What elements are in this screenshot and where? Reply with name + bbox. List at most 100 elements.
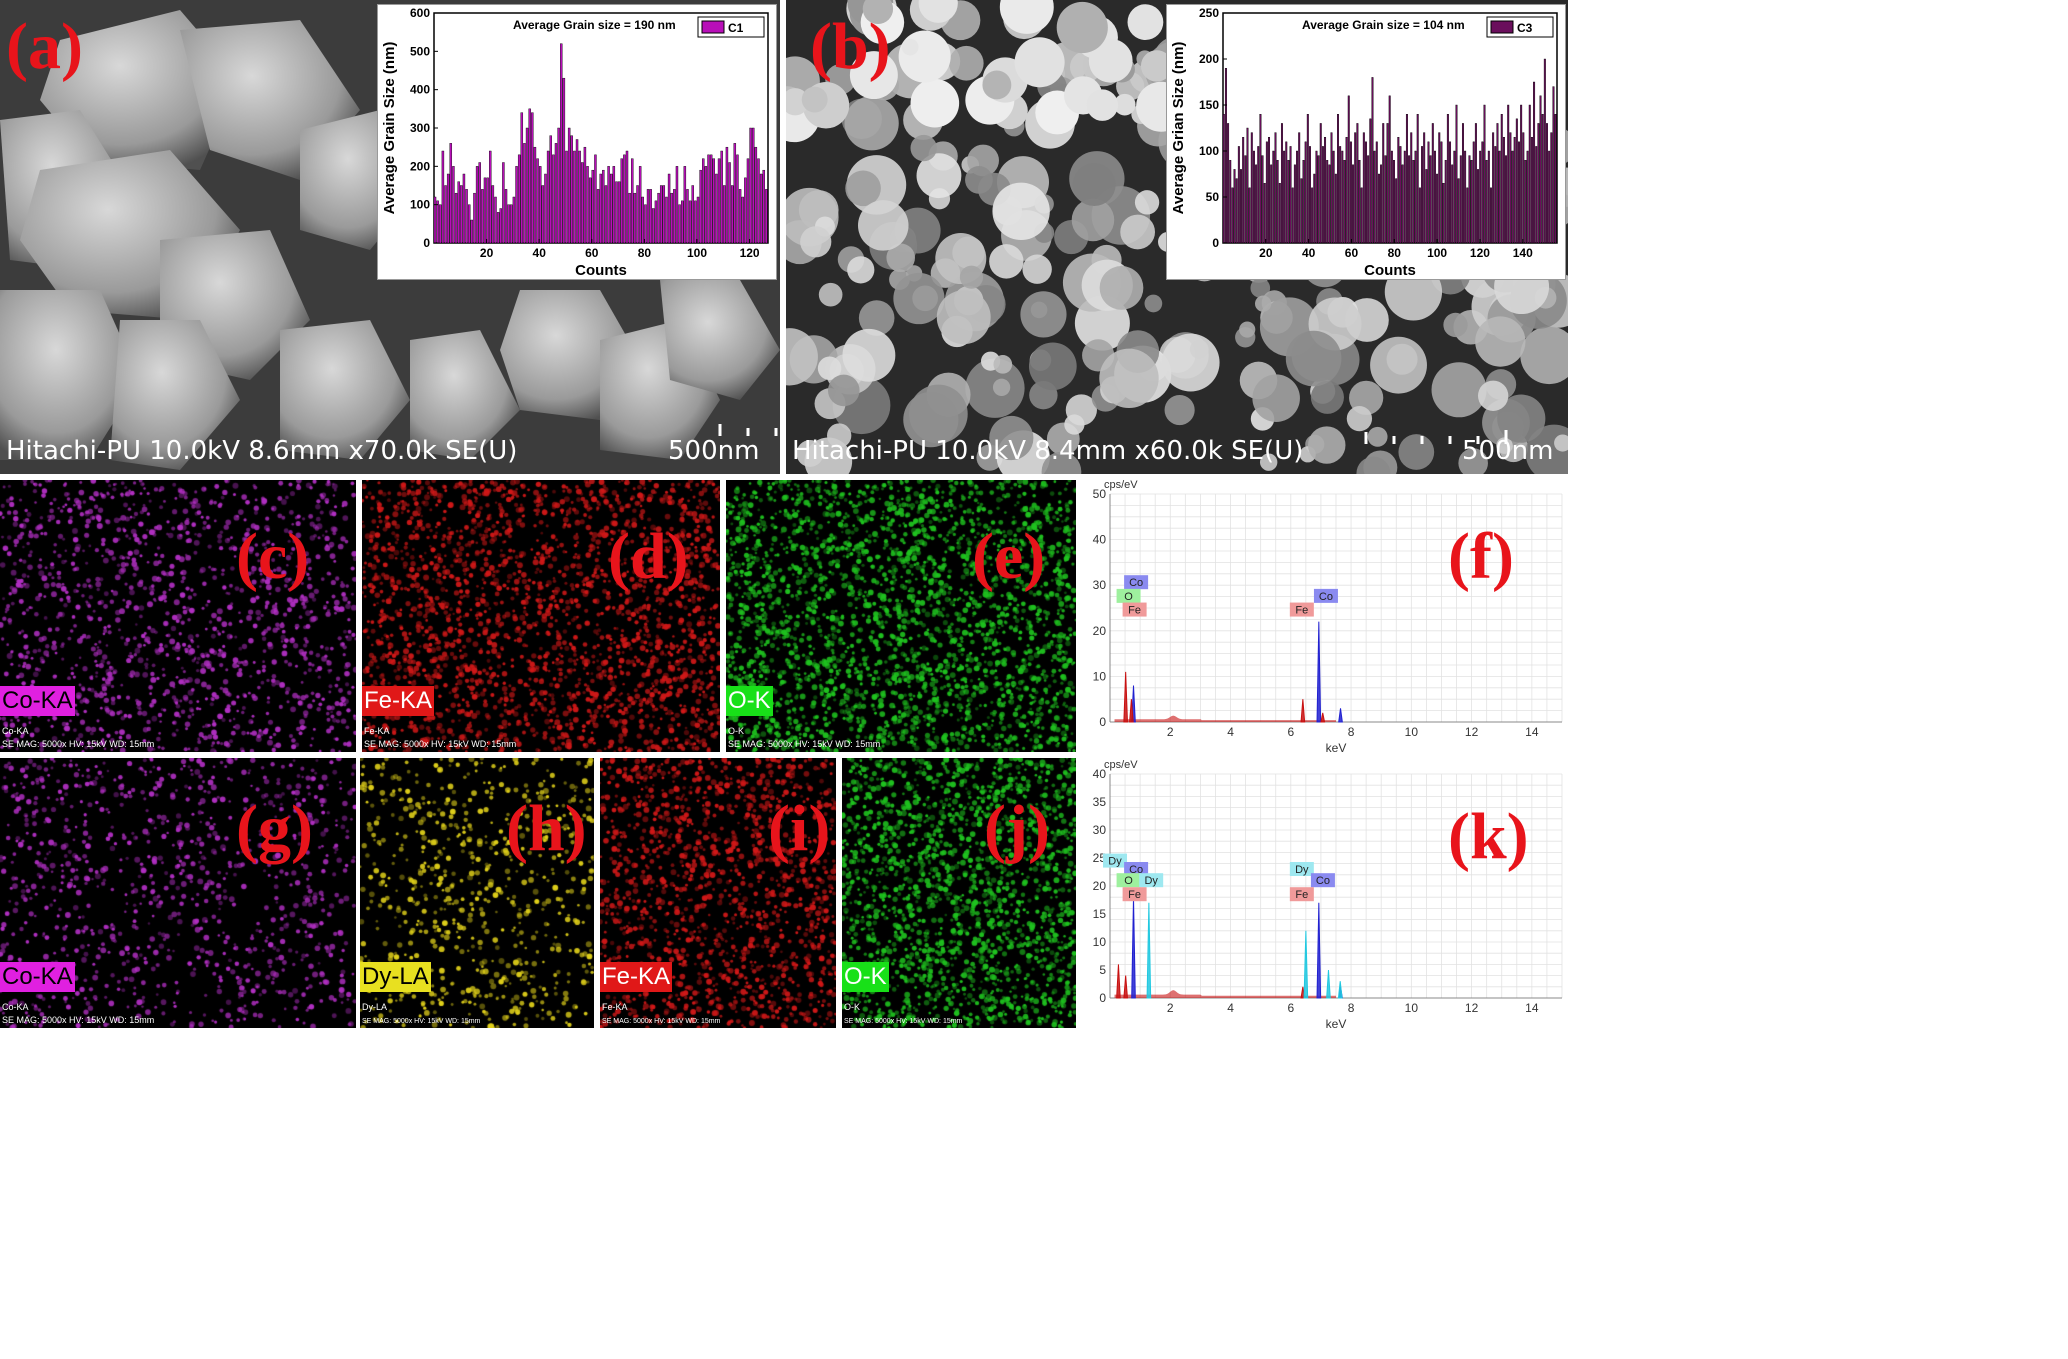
data-bar (754, 146, 758, 244)
data-bar (1291, 187, 1294, 244)
peak-label-box (1124, 575, 1149, 590)
grain-size-chart-b-svg: 0 50 100 150 200 250 20 40 60 80 100 120 140 Counts Av… (1170, 6, 1558, 279)
data-bar (1373, 150, 1376, 244)
data-bar (1461, 123, 1464, 244)
peak-label: O (1124, 591, 1133, 603)
data-bar (1352, 164, 1355, 244)
data-bar (631, 158, 634, 244)
data-bar (1386, 123, 1389, 244)
y-tick-label: 500 (410, 44, 430, 58)
data-bar (517, 154, 521, 244)
element-subtag-g: Co-KA (2, 1002, 29, 1012)
peak-label: Fe (1128, 605, 1141, 617)
data-bar (565, 150, 568, 244)
x-tick-label: 120 (1470, 246, 1490, 260)
data-bar (1252, 150, 1255, 244)
grain-particle (1113, 93, 1136, 116)
grain-particle (1346, 405, 1373, 432)
y-tick-label: 20 (1093, 879, 1107, 893)
data-bar (602, 169, 605, 244)
x-tick-label: 60 (1345, 246, 1359, 260)
data-bar (1257, 146, 1260, 244)
data-bar (1455, 104, 1458, 244)
peak-label: Fe (1295, 889, 1308, 901)
data-bar (610, 173, 613, 244)
y-tick-label: 10 (1093, 669, 1107, 683)
data-bar (644, 204, 647, 244)
data-bar (1371, 77, 1374, 244)
data-bar (441, 150, 445, 244)
element-tag-i: Fe-KA (600, 962, 673, 992)
data-bar (462, 173, 466, 244)
map-footer-h: SE MAG: 5000x HV: 15kV WD: 15mm (362, 1018, 481, 1025)
y-tick-label: 50 (1206, 190, 1220, 204)
data-bar (641, 196, 644, 244)
sem-scale-label-b: 500nm (1462, 436, 1554, 466)
data-bar (1541, 113, 1544, 244)
data-bar (1477, 169, 1480, 244)
grain-particle (1161, 333, 1220, 392)
x-tick-label: 14 (1525, 725, 1539, 739)
data-bar (1487, 150, 1490, 244)
background-continuum (1114, 715, 1336, 722)
x-axis-label: keV (1326, 1017, 1347, 1031)
data-bar (581, 162, 584, 244)
spectrum-peak (1316, 902, 1322, 999)
x-tick-label: 6 (1287, 725, 1294, 739)
data-bar (752, 127, 755, 244)
data-bar (1224, 68, 1227, 244)
data-bar (496, 212, 500, 244)
data-bar (557, 127, 560, 244)
map-footer-i: SE MAG: 5000x HV: 15kV WD: 15mm (602, 1018, 721, 1025)
x-tick-label: 2 (1167, 1001, 1174, 1015)
data-bar (659, 185, 663, 244)
grain-particle (1134, 190, 1160, 215)
panel-label-f: (f) (1448, 520, 1514, 593)
data-bar (1537, 123, 1540, 244)
scale-ticks-a (718, 424, 778, 436)
data-bar (681, 200, 684, 244)
peak-label-box (1289, 887, 1314, 902)
data-bar (452, 166, 455, 244)
data-bar (636, 185, 639, 244)
grain-particle (1475, 316, 1526, 367)
spectrum-peak (1146, 902, 1152, 999)
grain-particle (1071, 198, 1115, 242)
data-bar (683, 166, 687, 244)
data-bar (1427, 141, 1430, 244)
data-bar (1397, 136, 1400, 244)
grain-particle (1164, 394, 1195, 426)
chart-title: Average Grain size = 104 nm (1302, 18, 1465, 32)
map-footer-c: SE MAG: 5000x HV: 15kV WD: 15mm (2, 739, 155, 749)
data-bar (1296, 150, 1299, 244)
data-bar (491, 185, 495, 244)
data-bar (620, 158, 623, 244)
data-bar (1298, 132, 1301, 244)
data-bar (696, 196, 700, 244)
data-bar (1518, 141, 1520, 244)
y-axis-label: cps/eV (1104, 759, 1138, 771)
data-bar (625, 150, 629, 244)
data-bar (707, 154, 710, 244)
peak-label-box (1122, 602, 1147, 617)
data-bar (1524, 159, 1527, 244)
peak-label: Dy (1144, 875, 1158, 887)
x-tick-label: 20 (1259, 246, 1273, 260)
grain-particle (801, 86, 828, 113)
eds-spectrum-f-svg: 0 10 20 30 40 50 2 4 6 8 10 12 14 cps/eV keV Co O Fe Co Fe (1093, 479, 1563, 755)
element-subtag-j: O-K (844, 1002, 861, 1012)
y-tick-label: 150 (1199, 98, 1219, 112)
data-bar (1334, 173, 1337, 244)
grain-particle (989, 244, 1024, 279)
spectrum-peak (1131, 897, 1136, 999)
x-axis-label: Counts (1364, 262, 1416, 279)
data-bar (1375, 141, 1378, 244)
data-bar (1425, 169, 1428, 244)
peak-label-box (1124, 862, 1149, 876)
map-footer-e: SE MAG: 5000x HV: 15kV WD: 15mm (728, 739, 881, 749)
data-bar (446, 173, 450, 244)
data-bar (596, 189, 600, 244)
x-tick-label: 80 (1388, 246, 1402, 260)
data-bar (1287, 159, 1290, 244)
data-bar (494, 196, 497, 244)
